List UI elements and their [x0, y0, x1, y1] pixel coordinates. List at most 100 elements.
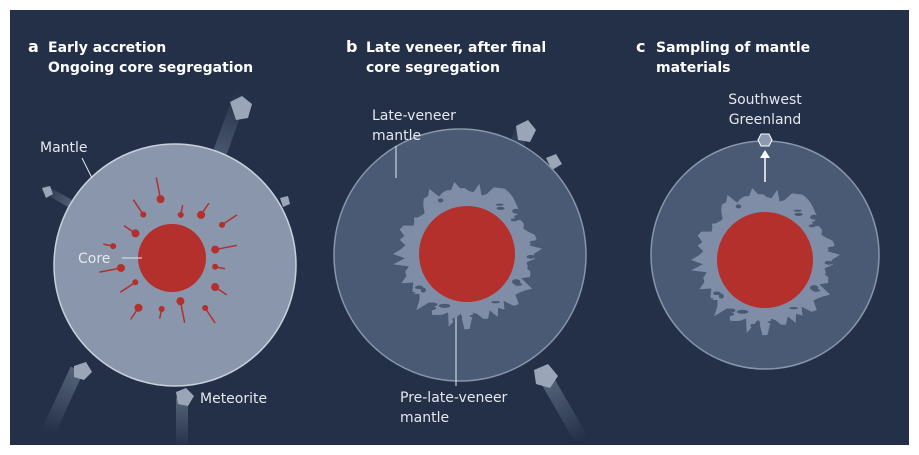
mottle	[428, 303, 438, 307]
mottle	[712, 203, 720, 205]
mottle	[529, 293, 537, 298]
core	[138, 224, 206, 292]
mottle	[491, 301, 500, 303]
mottle	[794, 210, 802, 212]
mottle	[389, 233, 397, 237]
droplet	[132, 229, 140, 237]
mottle	[834, 261, 842, 266]
mottle	[421, 288, 426, 293]
mottle	[458, 315, 463, 321]
mottle	[707, 221, 718, 224]
core	[419, 206, 515, 302]
mottle	[756, 321, 761, 327]
mottle	[820, 218, 828, 224]
mottle	[518, 304, 527, 308]
mottle	[527, 255, 536, 259]
mottle	[409, 215, 420, 218]
panel-letter: a	[28, 37, 39, 56]
mottle	[530, 241, 539, 245]
droplet	[134, 304, 142, 312]
mottle	[512, 209, 520, 214]
mottle	[809, 224, 816, 227]
panel-title: Early accretion	[48, 40, 166, 56]
droplet	[211, 283, 219, 291]
droplet	[117, 264, 125, 272]
mottle	[422, 317, 432, 322]
droplet	[178, 212, 184, 218]
mottle	[726, 309, 736, 313]
mottle	[408, 217, 413, 222]
mottle	[472, 323, 478, 329]
mottle	[463, 179, 471, 183]
mottle	[425, 306, 436, 310]
label: Core	[78, 251, 110, 267]
mottle	[789, 307, 798, 309]
mottle	[443, 182, 452, 187]
mottle	[812, 221, 816, 224]
panel-title: Ongoing core segregation	[48, 60, 253, 76]
mottle	[737, 310, 749, 314]
panel-letter: b	[346, 37, 357, 56]
mottle	[536, 255, 544, 260]
panel-title: core segregation	[366, 60, 500, 76]
mottle	[687, 239, 695, 243]
label: Meteorite	[200, 391, 267, 407]
mottle	[684, 275, 693, 278]
mottle	[723, 312, 734, 316]
droplet	[176, 297, 184, 305]
label: Mantle	[40, 140, 88, 156]
mottle	[827, 299, 835, 304]
droplet	[219, 222, 225, 228]
label: Late-veneer	[372, 108, 456, 124]
label: Southwest	[728, 92, 802, 108]
mottle	[707, 298, 714, 300]
mottle	[439, 304, 451, 308]
mottle	[794, 213, 802, 216]
droplet	[202, 305, 208, 311]
mottle	[768, 321, 778, 324]
mottle	[828, 247, 837, 251]
mottle	[719, 294, 724, 299]
mottle	[778, 183, 786, 189]
mottle	[518, 204, 522, 207]
panel-letter: c	[636, 37, 645, 56]
mottle	[511, 218, 518, 221]
mottle	[438, 198, 444, 202]
mottle	[761, 185, 769, 189]
label: Pre-late-veneer	[400, 390, 508, 406]
panel-title: Late veneer, after final	[366, 40, 546, 56]
label: mantle	[400, 410, 449, 426]
mottle	[812, 289, 820, 292]
mottle	[386, 269, 395, 272]
panel-title: materials	[656, 60, 731, 76]
mottle	[816, 310, 825, 314]
label: Greenland	[729, 112, 802, 128]
mottle	[828, 285, 836, 289]
mottle	[522, 212, 530, 218]
mottle	[770, 329, 776, 335]
mottle	[816, 210, 820, 213]
mottle	[496, 204, 504, 206]
droplet	[197, 211, 205, 219]
mottle	[514, 283, 522, 286]
mottle	[514, 215, 518, 218]
droplet	[159, 306, 165, 312]
droplet	[212, 264, 218, 270]
droplet	[211, 246, 219, 254]
mottle	[496, 207, 504, 210]
panel-title: Sampling of mantle	[656, 40, 810, 56]
mottle	[480, 177, 488, 183]
mottle	[527, 266, 532, 271]
droplet	[110, 243, 116, 249]
mottle	[810, 215, 818, 220]
mottle	[825, 261, 834, 265]
core	[717, 212, 813, 308]
mottle	[736, 204, 742, 208]
droplet	[132, 279, 138, 285]
mottle	[825, 272, 830, 277]
mottle	[706, 223, 711, 228]
figure: a Early accretion Ongoing core segregati…	[0, 0, 919, 455]
mottle	[720, 323, 730, 328]
mottle	[409, 292, 416, 294]
mottle	[530, 279, 538, 283]
